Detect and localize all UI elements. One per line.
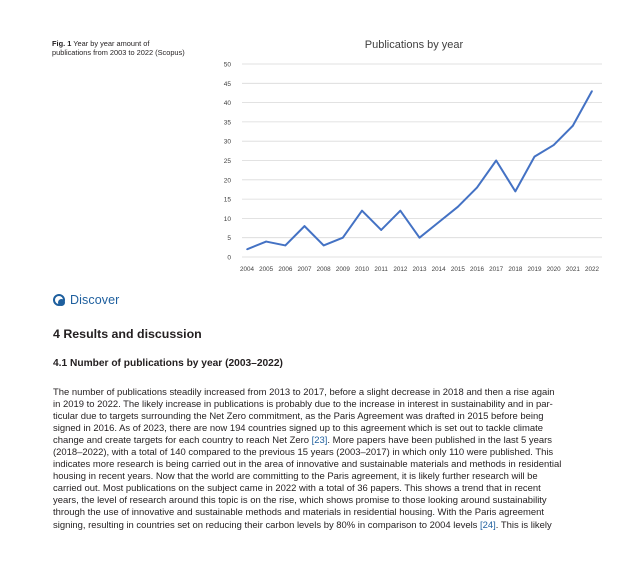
- body-line: change and create targets for each count…: [53, 435, 608, 447]
- body-text-segment: ticular due to targets surrounding the N…: [53, 411, 544, 423]
- data-point: [361, 209, 363, 212]
- body-text-segment: carried out. Most publications on the su…: [53, 483, 541, 495]
- y-tick-label: 50: [224, 62, 232, 69]
- body-line: housing in recent years. Now that the wo…: [53, 471, 608, 483]
- body-text-segment: indicates more research is being carried…: [53, 459, 562, 471]
- y-tick-label: 0: [227, 255, 231, 262]
- body-text-segment: . More papers have been published in the…: [327, 435, 552, 447]
- discover-logo: Discover: [53, 293, 119, 307]
- data-point: [591, 90, 593, 92]
- body-text-segment: (2018–2022), with a total of 140 compare…: [53, 447, 554, 459]
- data-point: [457, 206, 459, 208]
- x-tick-label: 2006: [278, 266, 293, 273]
- subsection-heading: 4.1 Number of publications by year (2003…: [53, 358, 283, 369]
- body-text-segment: signed in 2016. As of 2023, there are no…: [53, 423, 543, 435]
- body-line: The number of publications steadily incr…: [53, 387, 608, 399]
- x-tick-label: 2007: [297, 266, 312, 273]
- body-text-segment: years, the level of research around this…: [53, 495, 547, 507]
- body-line: years, the level of research around this…: [53, 495, 608, 507]
- citation-link[interactable]: [23]: [311, 435, 328, 447]
- x-tick-label: 2011: [374, 266, 388, 273]
- body-text-segment: change and create targets for each count…: [53, 435, 312, 447]
- citation-link[interactable]: [24]: [480, 519, 496, 531]
- x-tick-label: 2017: [489, 266, 504, 273]
- y-tick-label: 5: [227, 235, 231, 242]
- y-tick-label: 25: [224, 158, 232, 165]
- body-line: indicates more research is being carried…: [53, 459, 608, 471]
- x-tick-label: 2010: [355, 266, 370, 273]
- body-line: signing, resulting in countries set on r…: [53, 520, 608, 532]
- data-point: [399, 209, 402, 212]
- x-tick-label: 2022: [585, 266, 600, 273]
- data-point: [514, 190, 517, 193]
- data-point: [533, 155, 536, 158]
- y-tick-label: 30: [224, 139, 232, 146]
- x-tick-label: 2005: [259, 266, 274, 273]
- y-tick-label: 35: [224, 119, 232, 126]
- data-point: [265, 240, 267, 243]
- chart-x-axis: 2004 2005 2006 2007 2008 2009 2010 2011 2012 2013…: [240, 266, 600, 273]
- body-line: ticular due to targets surrounding the N…: [53, 411, 608, 423]
- x-tick-label: 2016: [470, 266, 485, 273]
- body-line: (2018–2022), with a total of 140 compare…: [53, 447, 608, 459]
- section-heading: 4 Results and discussion: [53, 327, 202, 341]
- data-point: [380, 229, 382, 231]
- data-point: [303, 225, 306, 227]
- data-point: [552, 144, 555, 146]
- chart-title: Publications by year: [365, 39, 464, 51]
- body-line: signed in 2016. As of 2023, there are no…: [53, 423, 608, 435]
- x-tick-label: 2008: [317, 266, 332, 273]
- figure-caption: Fig. 1 Year by year amount of publicatio…: [52, 39, 187, 57]
- x-tick-label: 2004: [240, 266, 255, 273]
- figure-label: Fig. 1: [52, 39, 72, 48]
- data-point: [322, 244, 325, 247]
- publications-line-chart: Publications by year 0 5 10 15 20 25 30 35 40 45 5…: [224, 39, 602, 273]
- body-line: carried out. Most publications on the su…: [53, 483, 608, 495]
- data-point: [495, 159, 497, 162]
- y-tick-label: 15: [224, 197, 232, 204]
- discover-logo-icon: [53, 294, 65, 306]
- x-tick-label: 2020: [547, 266, 562, 273]
- body-paragraph: The number of publications steadily incr…: [53, 387, 608, 532]
- chart-series: [246, 90, 593, 251]
- x-tick-label: 2013: [412, 266, 427, 273]
- brand-name: Discover: [70, 293, 120, 307]
- y-tick-label: 45: [224, 81, 232, 88]
- body-text-segment: through the use of innovative and sustai…: [53, 507, 545, 519]
- x-tick-label: 2012: [393, 266, 408, 273]
- body-text-segment: housing in recent years. Now that the wo…: [53, 471, 538, 483]
- data-point: [246, 248, 248, 251]
- figure-caption-text: Year by year amount of publications from…: [52, 39, 185, 58]
- x-tick-label: 2014: [432, 266, 447, 273]
- y-tick-label: 20: [224, 177, 232, 184]
- x-tick-label: 2021: [566, 266, 581, 273]
- body-text-segment: The number of publications steadily incr…: [53, 387, 555, 398]
- chart-y-axis: 0 5 10 15 20 25 30 35 40 45 50: [224, 62, 232, 262]
- series-line: [246, 90, 593, 251]
- data-point: [572, 124, 574, 127]
- body-text-segment: . This is likely: [495, 519, 552, 531]
- data-point: [342, 236, 344, 239]
- y-tick-label: 10: [224, 216, 232, 223]
- data-point: [476, 186, 478, 189]
- data-point: [418, 236, 421, 239]
- body-line: in 2019 to 2022. The likely increase in …: [53, 399, 608, 411]
- chart-gridlines: [242, 63, 602, 258]
- body-line: through the use of innovative and sustai…: [53, 507, 608, 519]
- body-text-segment: in 2019 to 2022. The likely increase in …: [53, 399, 553, 411]
- x-tick-label: 2015: [451, 266, 466, 273]
- data-point: [284, 244, 287, 247]
- data-point: [437, 221, 440, 224]
- y-tick-label: 40: [224, 100, 232, 107]
- x-tick-label: 2019: [527, 266, 542, 273]
- body-text-segment: signing, resulting in countries set on r…: [53, 519, 481, 531]
- x-tick-label: 2009: [336, 266, 351, 273]
- x-tick-label: 2018: [508, 266, 523, 273]
